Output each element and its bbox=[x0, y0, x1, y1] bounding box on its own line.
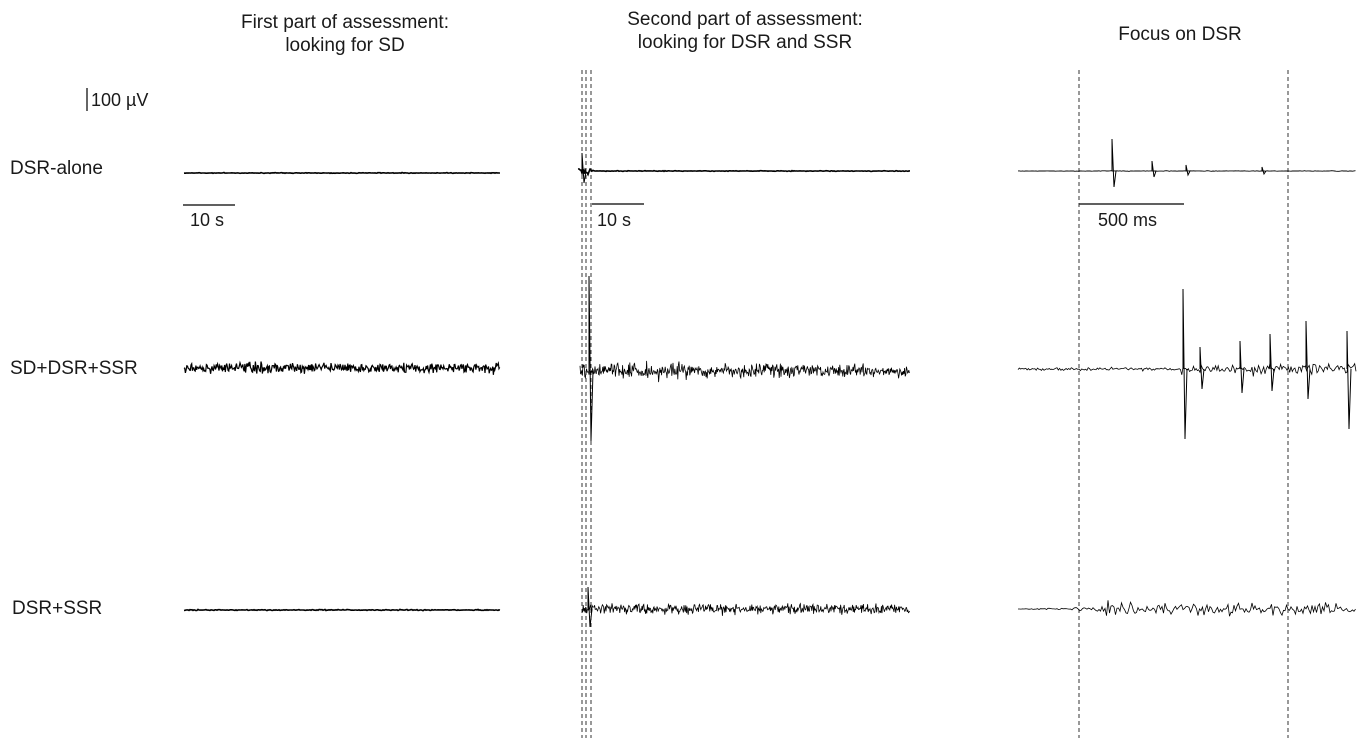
trace-sd-dsr-ssr-second bbox=[579, 360, 910, 383]
column-title-second-line1: Second part of assessment: bbox=[627, 9, 863, 30]
trace-dsr-ssr-first bbox=[183, 608, 501, 612]
trace-dsr-alone-third-spike-2 bbox=[1185, 164, 1191, 177]
trace-dsr-alone-third-spike-0 bbox=[1111, 138, 1117, 188]
column-title-first-line2: looking for SD bbox=[285, 35, 405, 56]
column-title-second: Second part of assessment: looking for D… bbox=[600, 8, 890, 54]
trace-sd-dsr-ssr-second-spike-0 bbox=[588, 275, 594, 442]
trace-dsr-alone-third-spike-3 bbox=[1261, 166, 1267, 176]
trace-sd-dsr-ssr-third-spike-0 bbox=[1182, 288, 1188, 440]
row-label-dsr-alone: DSR-alone bbox=[10, 158, 103, 179]
row-label-dsr-ssr: DSR+SSR bbox=[12, 598, 103, 619]
column-title-second-line2: looking for DSR and SSR bbox=[637, 32, 853, 53]
trace-sd-dsr-ssr-third-spike-3 bbox=[1269, 333, 1275, 392]
trace-dsr-ssr-second bbox=[581, 602, 910, 616]
trace-dsr-alone-first bbox=[183, 171, 500, 175]
column-title-third: Focus on DSR bbox=[1080, 23, 1280, 46]
trace-dsr-alone-second-spike-0 bbox=[581, 152, 587, 184]
row-label-sd-dsr-ssr: SD+DSR+SSR bbox=[10, 358, 138, 379]
column-title-third-text: Focus on DSR bbox=[1118, 24, 1242, 45]
trace-dsr-ssr-second-spike-0 bbox=[587, 586, 593, 628]
trace-sd-dsr-ssr-third-spike-2 bbox=[1239, 340, 1245, 394]
trace-dsr-ssr-third bbox=[1018, 600, 1356, 617]
trace-sd-dsr-ssr-third-spike-5 bbox=[1346, 330, 1352, 430]
time-scale-label-first: 10 s bbox=[190, 210, 225, 230]
trace-sd-dsr-ssr-first bbox=[183, 360, 501, 375]
trace-dsr-alone-second bbox=[577, 167, 910, 177]
time-scale-label-third: 500 ms bbox=[1098, 210, 1158, 230]
time-scale-label-second: 10 s bbox=[597, 210, 632, 230]
column-title-first-line1: First part of assessment: bbox=[240, 12, 449, 33]
amplitude-scale-label: 100 µV bbox=[91, 90, 149, 110]
trace-dsr-alone-third-spike-1 bbox=[1151, 160, 1157, 178]
trace-sd-dsr-ssr-third-spike-4 bbox=[1305, 320, 1311, 400]
column-title-first: First part of assessment: looking for SD bbox=[210, 11, 480, 57]
trace-sd-dsr-ssr-third-spike-1 bbox=[1199, 346, 1205, 390]
